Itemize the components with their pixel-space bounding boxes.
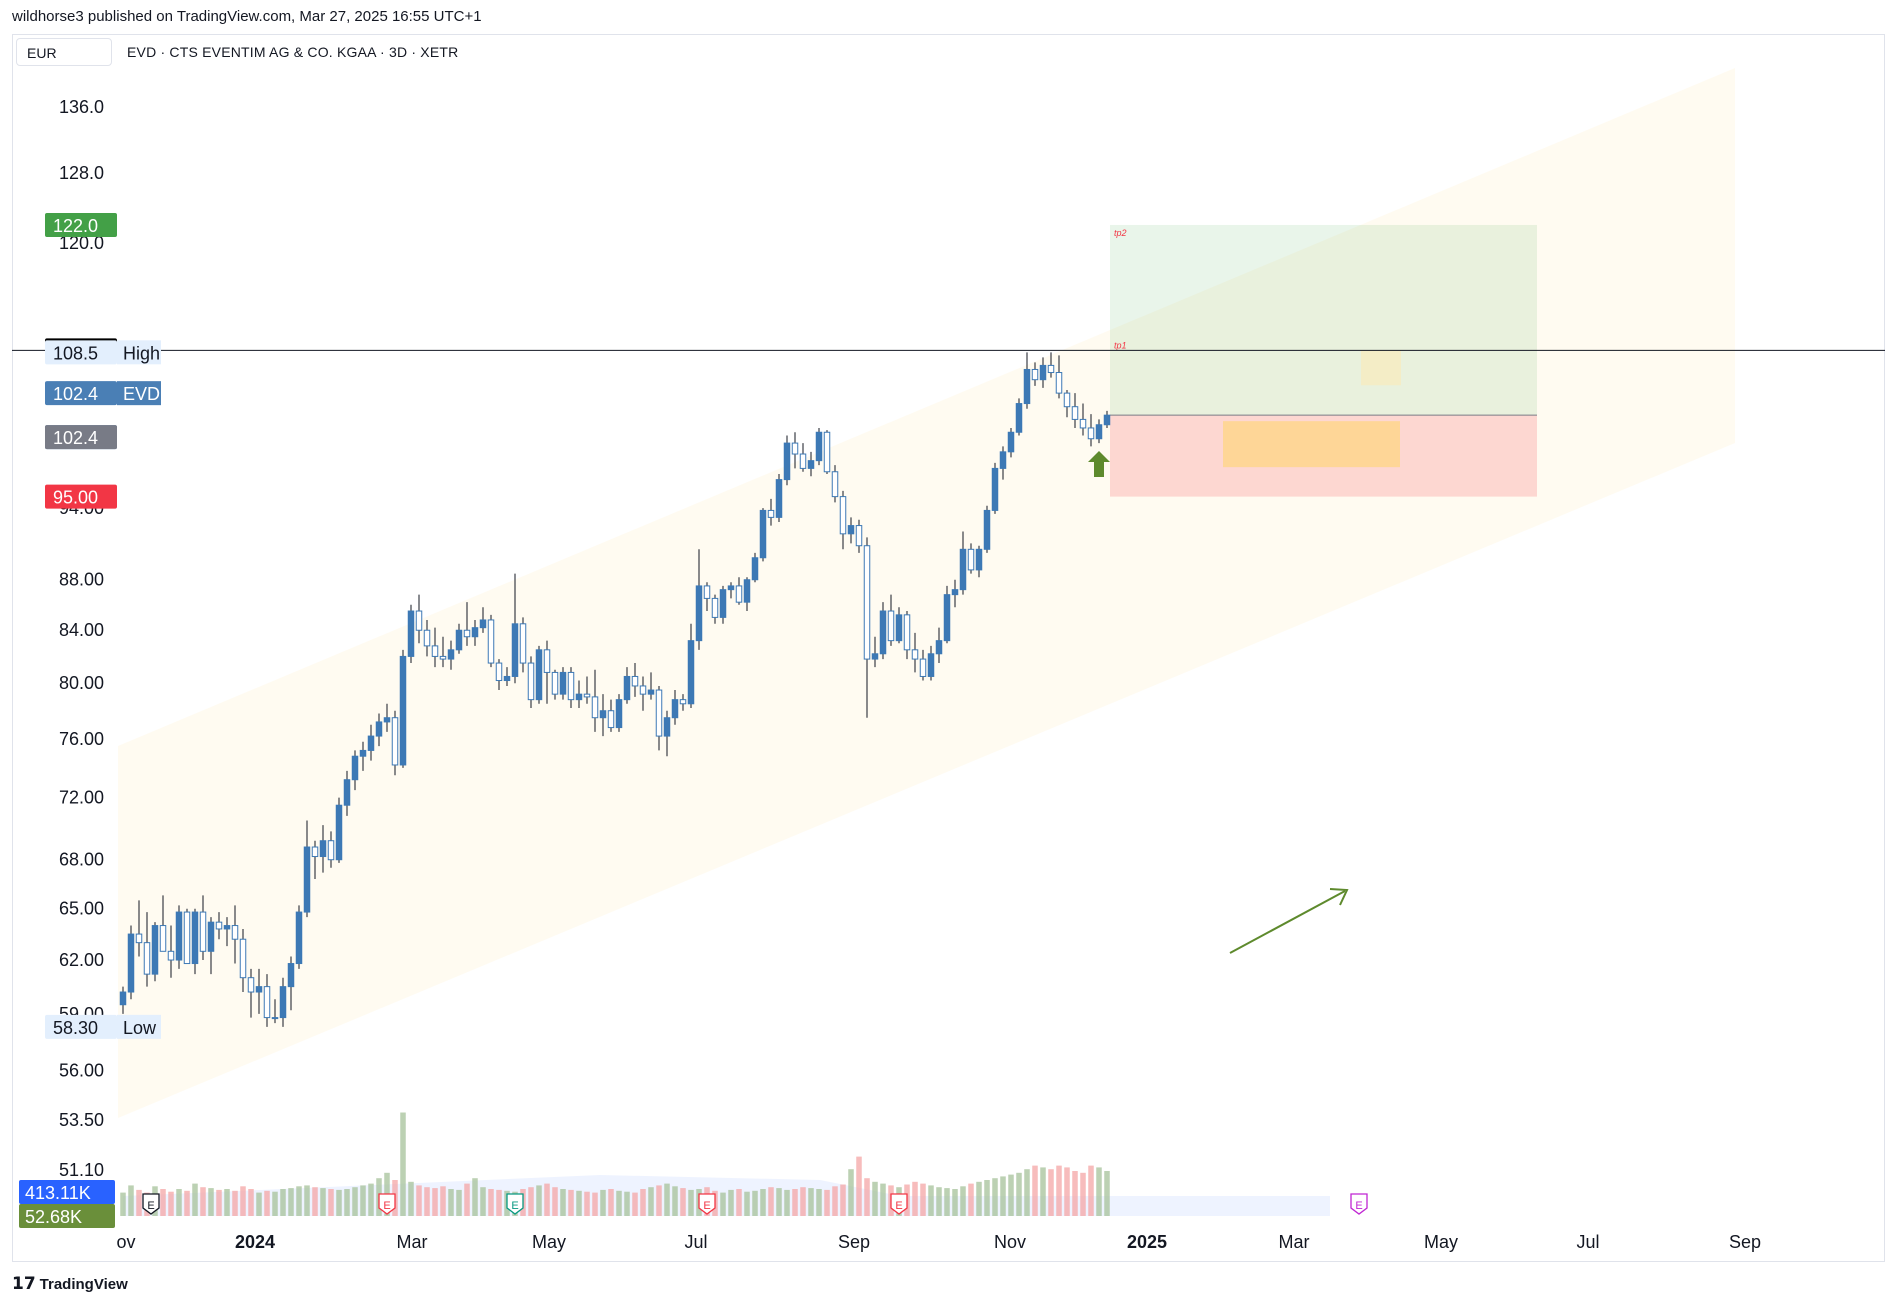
currency-selector[interactable]: EUR <box>16 38 112 66</box>
footer-brand: TradingView <box>39 1275 128 1293</box>
symbol-title: EVD · CTS EVENTIM AG & CO. KGAA · 3D · X… <box>127 44 459 60</box>
tradingview-logo-icon: 𝟭𝟳 <box>12 1274 36 1293</box>
tradingview-footer[interactable]: 𝟭𝟳 TradingView <box>12 1274 128 1294</box>
publish-info: wildhorse3 published on TradingView.com,… <box>12 8 482 25</box>
chart-frame <box>12 34 1885 1262</box>
